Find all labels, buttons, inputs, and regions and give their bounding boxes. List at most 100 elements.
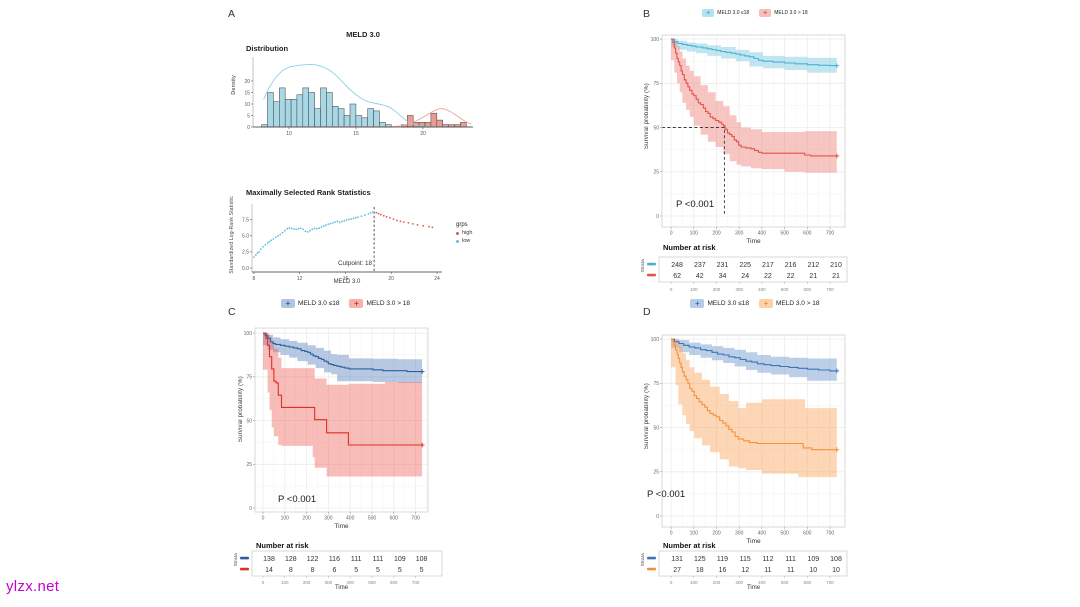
censor-plus-icon xyxy=(834,153,840,159)
hist-bar-low xyxy=(361,117,368,128)
km-c-legend-high: + MELD 3.0 > 18 xyxy=(349,299,410,308)
scatter-point-high xyxy=(428,225,430,228)
scatter-point-low xyxy=(364,214,366,217)
scatter-point-low xyxy=(338,221,341,224)
svg-text:100: 100 xyxy=(690,531,699,537)
scatter-point-low xyxy=(373,211,375,213)
km-d-legend-low-label: MELD 3.0 ≤18 xyxy=(707,300,749,307)
svg-text:100: 100 xyxy=(690,580,698,585)
scatter-point-low xyxy=(281,231,284,234)
svg-text:700: 700 xyxy=(826,531,835,537)
risk-value: 237 xyxy=(694,262,706,269)
svg-text:500: 500 xyxy=(368,580,376,585)
plus-icon: + xyxy=(763,9,768,17)
svg-text:5.0: 5.0 xyxy=(242,234,249,240)
scatter-point-low xyxy=(350,218,353,221)
svg-text:500: 500 xyxy=(781,287,789,292)
scatter-point-low xyxy=(322,225,325,228)
km-chart-c: 0 100 200 300 400 500 600 700 0 25 50 75 100 xyxy=(244,327,429,522)
hist-bar-low xyxy=(302,87,309,128)
scatter-point-high xyxy=(416,224,419,226)
risk-value: 128 xyxy=(285,556,297,563)
scatter-point-low xyxy=(336,220,339,223)
svg-text:200: 200 xyxy=(712,231,721,237)
hist-bar-low xyxy=(349,103,357,128)
svg-text:5: 5 xyxy=(247,113,250,119)
svg-text:7.5: 7.5 xyxy=(242,218,249,224)
svg-text:50: 50 xyxy=(653,125,659,131)
scatter-point-low xyxy=(311,228,314,231)
km-curve xyxy=(671,338,837,372)
km-b-legend-high: + MELD 3.0 > 18 xyxy=(759,9,808,17)
risk-value: 11 xyxy=(787,567,794,574)
km-curve xyxy=(671,38,837,157)
risk-value: 12 xyxy=(741,567,749,574)
km-c-strata-label: Strata xyxy=(233,553,238,567)
scatter-point-high xyxy=(377,212,380,215)
svg-text:100: 100 xyxy=(281,580,289,585)
histogram-ylabel: Density xyxy=(231,75,237,95)
svg-text:12: 12 xyxy=(297,276,303,282)
panel-label-a: A xyxy=(228,8,236,20)
confidence-band xyxy=(263,333,423,383)
low-dot-icon xyxy=(456,239,459,243)
risk-value: 131 xyxy=(671,556,683,563)
scatter-point-high xyxy=(399,220,402,223)
plus-marker-icon: + xyxy=(349,299,364,308)
km-b-pvalue: P <0.001 xyxy=(676,199,715,210)
panel-label-b: B xyxy=(643,8,651,20)
km-chart-d: 0 100 200 300 400 500 600 700 0 25 50 75 100 xyxy=(651,334,846,537)
km-d-strata-label: Strata xyxy=(640,553,645,567)
svg-text:25: 25 xyxy=(653,470,659,476)
km-curve xyxy=(263,332,423,373)
strata-key-dash xyxy=(240,556,249,560)
scatter-point-low xyxy=(274,236,277,239)
scatter-point-low xyxy=(367,213,370,215)
scatter-point-low xyxy=(309,229,311,232)
strata-key-dash xyxy=(647,556,656,560)
risk-value: 116 xyxy=(329,556,340,563)
svg-text:300: 300 xyxy=(735,580,743,585)
svg-text:300: 300 xyxy=(735,531,744,537)
risk-value: 115 xyxy=(740,556,751,563)
density-curve-high xyxy=(262,108,472,128)
plus-icon: + xyxy=(763,298,769,308)
high-dot-icon xyxy=(456,231,459,235)
svg-text:500: 500 xyxy=(781,580,789,585)
plus-marker-icon: + xyxy=(280,298,295,308)
hist-bar-low xyxy=(314,108,321,128)
risk-value: 109 xyxy=(807,556,819,563)
scatter-point-low xyxy=(304,230,307,233)
confidence-band xyxy=(263,333,423,477)
maxstat-title: Maximally Selected Rank Statistics xyxy=(246,188,371,197)
plus-icon: + xyxy=(695,298,700,308)
plus-icon: + xyxy=(285,298,291,308)
risk-value: 22 xyxy=(764,273,772,280)
hist-bar-low xyxy=(267,92,274,128)
scatter-point-high xyxy=(392,218,395,221)
svg-text:20: 20 xyxy=(388,276,394,282)
maxstat-legend-high-label: high xyxy=(462,230,473,236)
plus-marker-icon: + xyxy=(758,298,773,308)
hist-bar-low xyxy=(308,92,315,128)
censor-plus-icon xyxy=(834,447,840,453)
svg-text:400: 400 xyxy=(346,580,354,585)
scatter-point-low xyxy=(288,227,291,230)
hist-bar-low xyxy=(273,101,280,128)
svg-text:10: 10 xyxy=(244,102,250,108)
scatter-point-low xyxy=(329,222,332,225)
scatter-point-low xyxy=(348,218,350,221)
svg-text:200: 200 xyxy=(713,580,721,585)
svg-text:700: 700 xyxy=(412,580,420,585)
scatter-point-high xyxy=(422,224,425,227)
scatter-point-low xyxy=(283,229,286,232)
scatter-point-low xyxy=(270,239,272,242)
plus-marker-icon: + xyxy=(690,298,705,308)
risk-value: 225 xyxy=(739,262,751,269)
risk-value: 111 xyxy=(351,556,362,563)
svg-text:8: 8 xyxy=(253,276,256,282)
svg-text:200: 200 xyxy=(712,531,721,537)
risk-value: 8 xyxy=(289,567,293,574)
svg-text:700: 700 xyxy=(826,287,834,292)
